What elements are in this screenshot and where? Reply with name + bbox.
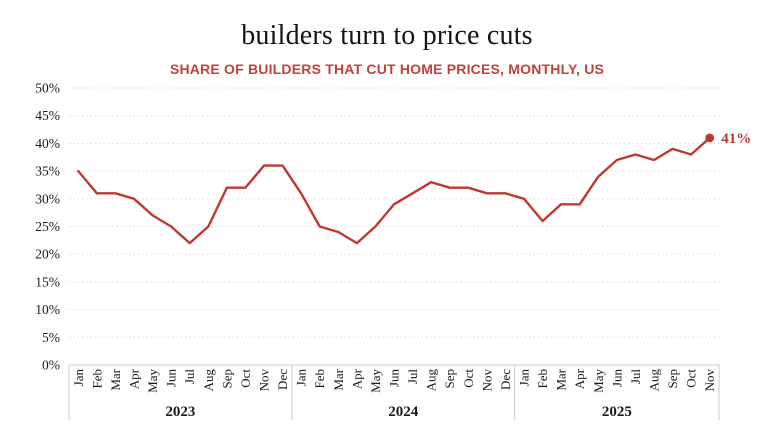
end-value-label: 41% [721, 131, 751, 147]
y-tick-label: 15% [35, 274, 60, 289]
y-axis-labels: 0% 5% 10% 15% 20% 25% 30% 35% 40% 45% 50% [35, 81, 60, 373]
x-tick-label: Feb [89, 369, 104, 389]
x-tick-label: Jul [182, 369, 197, 385]
x-tick-label: Dec [275, 369, 290, 390]
y-tick-label: 20% [35, 247, 60, 262]
x-tick-label: Jun [387, 369, 402, 388]
x-tick-label: May [368, 369, 383, 393]
x-tick-label: Jun [164, 369, 179, 388]
x-tick-label: Nov [702, 369, 717, 392]
x-tick-label: Oct [238, 369, 253, 388]
x-tick-label: Aug [424, 369, 439, 392]
x-tick-label: Oct [461, 369, 476, 388]
x-tick-label: Apr [127, 368, 142, 389]
y-tick-label: 40% [35, 136, 60, 151]
year-label: 2025 [602, 404, 632, 420]
y-tick-label: 30% [35, 191, 60, 206]
x-tick-label: Mar [554, 368, 569, 390]
x-tick-label: Oct [684, 369, 699, 388]
x-tick-label: Jan [517, 369, 532, 387]
y-tick-label: 45% [35, 108, 60, 123]
price-cuts-line [77, 136, 711, 245]
x-tick-label: May [591, 369, 606, 393]
x-tick-label: Jul [628, 369, 643, 385]
year-label: 2023 [165, 404, 195, 420]
x-tick-label: Jan [294, 369, 309, 387]
x-tick-label: Jan [71, 369, 86, 387]
x-tick-label: Aug [201, 369, 216, 392]
x-tick-label: Apr [572, 368, 587, 389]
x-tick-label: May [145, 369, 160, 393]
x-tick-label: Mar [108, 368, 123, 390]
x-tick-label: Jul [405, 369, 420, 385]
x-tick-label: Sep [442, 369, 457, 389]
x-tick-label: Nov [479, 369, 494, 392]
gridlines [69, 87, 720, 366]
x-tick-label: Feb [312, 369, 327, 389]
y-tick-label: 5% [42, 330, 60, 345]
x-tick-label: Sep [219, 369, 234, 389]
chart-title: builders turn to price cuts [241, 20, 533, 51]
y-tick-label: 50% [35, 81, 60, 96]
y-tick-label: 25% [35, 219, 60, 234]
x-tick-label: Dec [498, 369, 513, 390]
chart-subtitle: SHARE OF BUILDERS THAT CUT HOME PRICES, … [169, 61, 605, 77]
x-tick-label: Jun [609, 369, 624, 388]
x-tick-label: Aug [647, 369, 662, 392]
y-tick-label: 10% [35, 302, 60, 317]
year-label: 2024 [388, 404, 419, 420]
latest-point-marker [705, 133, 715, 143]
x-tick-label: Feb [535, 369, 550, 389]
y-tick-label: 35% [35, 164, 60, 179]
year-labels: 2023 2024 2025 [165, 404, 631, 420]
year-dividers [68, 365, 720, 420]
x-tick-label: Mar [331, 368, 346, 390]
y-tick-label: 0% [42, 358, 60, 373]
x-axis-labels: Jan Feb Mar Apr May Jun Jul Aug Sep Oct Nov Dec Jan F… [71, 368, 717, 393]
x-tick-label: Sep [665, 369, 680, 389]
x-tick-label: Apr [349, 368, 364, 389]
x-tick-label: Nov [257, 369, 272, 392]
